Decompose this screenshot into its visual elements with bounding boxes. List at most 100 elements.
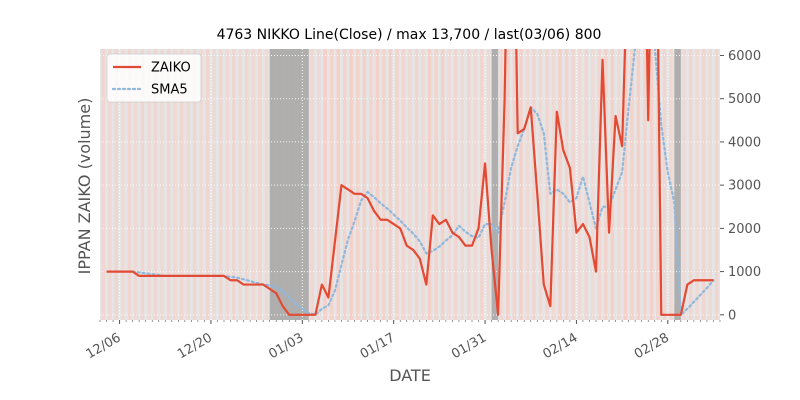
day-stripe: [342, 49, 347, 320]
series-line-sma5: [131, 49, 715, 316]
y-tick-label: 5000: [728, 92, 761, 107]
day-stripe: [134, 49, 138, 320]
closed-band: [269, 49, 309, 320]
day-stripe: [708, 49, 712, 320]
day-stripe: [564, 49, 569, 320]
day-stripe: [362, 49, 367, 320]
x-tick-label: 01/17: [358, 330, 398, 362]
day-stripe: [179, 49, 184, 320]
day-stripe: [147, 49, 151, 320]
day-stripe: [192, 49, 197, 320]
day-stripe: [388, 49, 393, 320]
day-stripe: [682, 49, 686, 320]
day-stripe: [590, 49, 595, 320]
day-stripe: [264, 49, 269, 320]
closed-band: [491, 49, 499, 320]
day-stripe: [140, 49, 145, 320]
day-stripe: [453, 49, 458, 320]
y-tick-label: 0: [728, 308, 736, 323]
day-stripe: [212, 49, 216, 320]
day-stripe: [440, 49, 445, 320]
x-tick-label: 12/06: [84, 330, 124, 362]
day-stripe: [205, 49, 210, 320]
series-line-zaiko: [106, 49, 714, 316]
y-axis-title: IPPAN ZAIKO (volume): [75, 98, 94, 275]
day-stripe: [473, 49, 478, 320]
day-stripe: [199, 49, 203, 320]
x-tick-label: 01/03: [266, 330, 306, 362]
day-stripe: [121, 49, 125, 320]
day-stripe: [382, 49, 386, 320]
y-tick-label: 3000: [728, 179, 761, 194]
y-tick-label: 4000: [728, 135, 761, 150]
day-stripe: [401, 49, 406, 320]
day-stripe: [604, 49, 608, 320]
x-tick-label: 02/14: [540, 330, 580, 362]
day-stripe: [245, 49, 249, 320]
day-stripe: [329, 49, 334, 320]
day-stripe: [512, 49, 517, 320]
day-stripe: [421, 49, 425, 320]
day-stripe: [316, 49, 321, 320]
day-stripe: [558, 49, 562, 320]
y-tick-label: 2000: [728, 222, 761, 237]
day-stripe: [649, 49, 654, 320]
day-stripe: [369, 49, 373, 320]
day-stripe: [427, 49, 432, 320]
day-stripe: [460, 49, 464, 320]
y-tick-label: 6000: [728, 49, 761, 64]
day-stripe: [166, 49, 171, 320]
day-stripe: [323, 49, 327, 320]
x-tick-label: 02/28: [632, 330, 672, 362]
legend-label-sma5: SMA5: [151, 83, 188, 98]
day-stripe: [571, 49, 575, 320]
day-stripe: [258, 49, 262, 320]
day-stripe: [225, 49, 230, 320]
day-stripe: [434, 49, 438, 320]
day-stripe: [532, 49, 536, 320]
day-stripe: [375, 49, 380, 320]
day-stripe: [525, 49, 530, 320]
chart-title: 4763 NIKKO Line(Close) / max 13,700 / la…: [217, 27, 602, 43]
day-stripe: [108, 49, 112, 320]
x-axis-title: DATE: [389, 366, 431, 385]
day-stripe: [232, 49, 236, 320]
day-stripe: [160, 49, 164, 320]
x-tick-label: 12/20: [175, 330, 215, 362]
day-stripe: [538, 49, 543, 320]
day-stripe: [127, 49, 132, 320]
day-stripe: [395, 49, 399, 320]
day-stripe: [656, 49, 660, 320]
day-stripe: [617, 49, 621, 320]
day-stripe: [186, 49, 190, 320]
day-stripe: [630, 49, 634, 320]
day-stripe: [114, 49, 119, 320]
day-stripe: [414, 49, 419, 320]
day-stripe: [623, 49, 628, 320]
day-stripe: [238, 49, 243, 320]
day-stripe: [466, 49, 471, 320]
legend: ZAIKO SMA5: [106, 53, 202, 103]
day-stripe: [356, 49, 360, 320]
day-stripe: [486, 49, 491, 320]
day-stripe: [173, 49, 177, 320]
day-stripe: [695, 49, 699, 320]
day-stripe: [153, 49, 158, 320]
x-tick-label: 01/31: [449, 330, 489, 362]
day-stripe: [662, 49, 667, 320]
y-tick-label: 1000: [728, 265, 761, 280]
day-stripe: [643, 49, 647, 320]
day-stripe: [408, 49, 412, 320]
day-stripe: [101, 49, 106, 320]
day-stripe: [688, 49, 693, 320]
day-stripe: [519, 49, 523, 320]
day-stripe: [480, 49, 484, 320]
day-stripe: [218, 49, 223, 320]
day-stripe: [310, 49, 314, 320]
plot-area: 0 1000 2000 3000 4000 5000 6000 12/06 12/20 01/03…: [84, 49, 761, 362]
day-stripe: [545, 49, 549, 320]
day-stripe: [701, 49, 706, 320]
day-stripe: [584, 49, 588, 320]
day-stripe: [349, 49, 354, 320]
